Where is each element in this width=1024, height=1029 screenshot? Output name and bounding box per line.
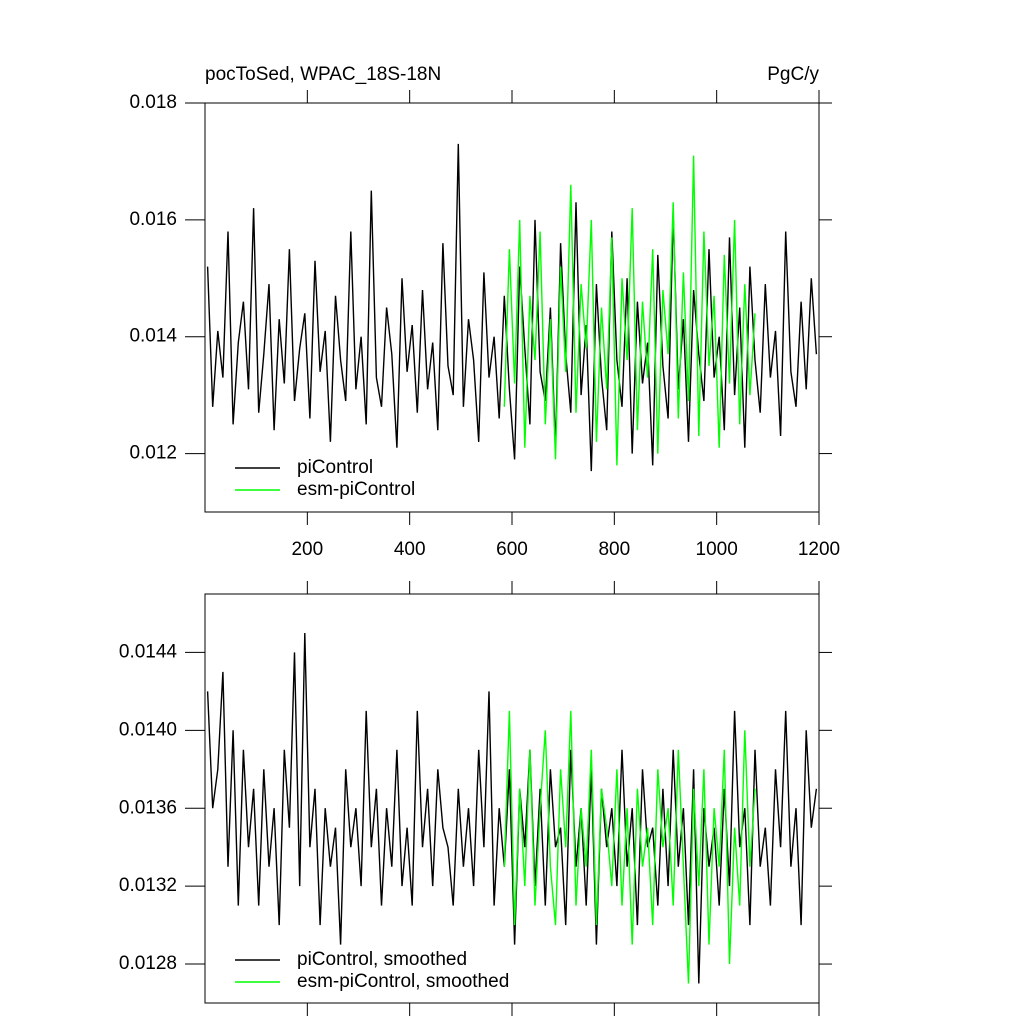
series-line xyxy=(206,632,818,984)
y-tick-label: 0.018 xyxy=(129,92,177,113)
x-tick-label: 400 xyxy=(394,539,426,560)
x-tick-label: 1000 xyxy=(696,539,738,560)
legend-label: esm-piControl xyxy=(297,479,415,500)
y-tick-label: 0.0144 xyxy=(119,641,178,662)
series-line xyxy=(503,155,756,466)
legend-label: esm-piControl, smoothed xyxy=(297,971,509,992)
y-tick-label: 0.014 xyxy=(129,326,177,347)
y-tick-label: 0.0132 xyxy=(119,875,177,896)
x-tick-label: 800 xyxy=(598,539,630,560)
y-tick-label: 0.0136 xyxy=(119,797,177,818)
legend-label: piControl, smoothed xyxy=(297,949,467,970)
y-tick-label: 0.016 xyxy=(129,209,177,230)
series-line xyxy=(206,143,818,472)
units-label: PgC/y xyxy=(767,64,819,85)
y-tick-label: 0.0140 xyxy=(119,719,177,740)
y-tick-label: 0.0128 xyxy=(119,953,177,974)
chart-title: pocToSed, WPAC_18S-18N xyxy=(205,64,441,85)
legend-label: piControl xyxy=(297,457,373,478)
x-tick-label: 200 xyxy=(291,539,323,560)
x-tick-label: 600 xyxy=(496,539,528,560)
series-line xyxy=(503,710,756,984)
y-tick-label: 0.012 xyxy=(129,443,177,464)
x-tick-label: 1200 xyxy=(798,539,840,560)
